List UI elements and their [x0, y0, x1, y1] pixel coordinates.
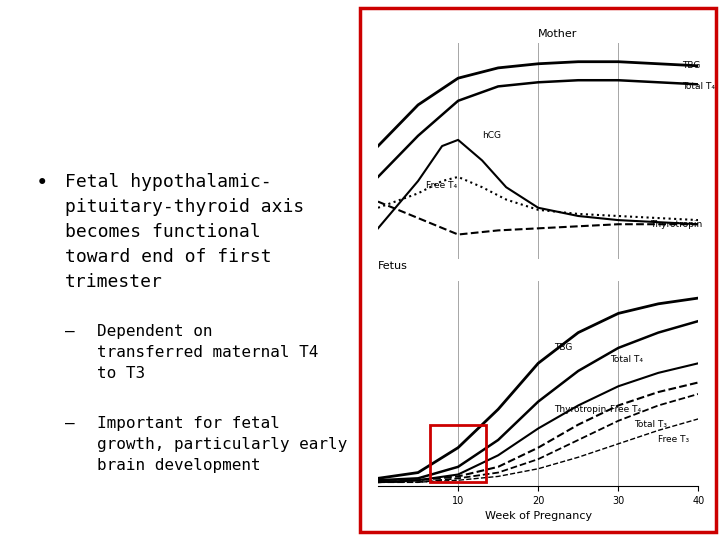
- Text: Fetal hypothalamic-
pituitary-thyroid axis
becomes functional
toward end of firs: Fetal hypothalamic- pituitary-thyroid ax…: [65, 173, 304, 291]
- X-axis label: Week of Pregnancy: Week of Pregnancy: [485, 511, 592, 521]
- Text: Total T₄: Total T₄: [611, 355, 643, 364]
- Text: •: •: [36, 173, 49, 193]
- Text: –: –: [65, 416, 74, 431]
- Text: Fetus: Fetus: [378, 260, 408, 271]
- Text: Dependent on
transferred maternal T4
to T3: Dependent on transferred maternal T4 to …: [97, 324, 318, 381]
- Text: Thyrotropin: Thyrotropin: [650, 220, 703, 229]
- Text: Free T₄: Free T₄: [611, 405, 642, 414]
- Text: TBG: TBG: [683, 62, 701, 70]
- Text: Important for fetal
growth, particularly early
brain development: Important for fetal growth, particularly…: [97, 416, 348, 473]
- Text: hCG: hCG: [482, 131, 501, 140]
- Text: –: –: [65, 324, 74, 339]
- Text: TBG: TBG: [554, 343, 572, 353]
- Bar: [430, 424, 486, 482]
- Text: Free T₄: Free T₄: [426, 181, 457, 190]
- Text: Free T₃: Free T₃: [658, 435, 690, 444]
- Text: Thyrotropin: Thyrotropin: [554, 405, 606, 414]
- Text: Total T₄: Total T₄: [683, 82, 716, 91]
- Text: Total T₃: Total T₃: [634, 420, 667, 429]
- Text: Mother: Mother: [539, 29, 577, 39]
